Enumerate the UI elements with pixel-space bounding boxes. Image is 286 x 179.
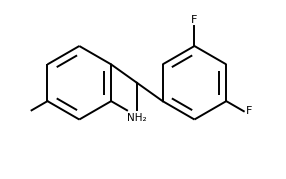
Text: F: F [191,14,198,25]
Text: NH₂: NH₂ [127,113,147,123]
Text: F: F [246,106,253,116]
